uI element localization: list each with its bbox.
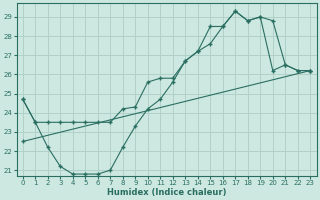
X-axis label: Humidex (Indice chaleur): Humidex (Indice chaleur)	[107, 188, 226, 197]
